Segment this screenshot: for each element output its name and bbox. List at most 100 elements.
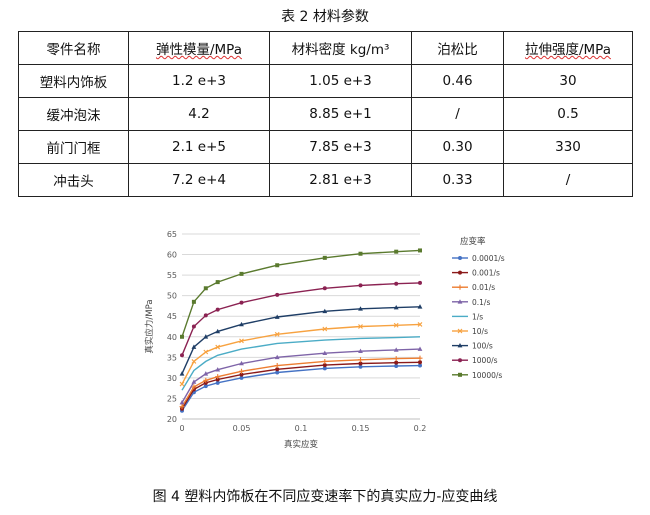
data-point [191,324,196,329]
data-point [358,357,363,363]
data-point [191,384,197,390]
x-tick-label: 0.15 [352,424,370,433]
series-0-1-s [179,346,423,405]
data-point [458,358,462,363]
data-point [417,346,423,351]
data-point [203,384,208,389]
data-point [274,331,280,337]
series-line [181,306,421,375]
material-parameters-table: 零件名称 弹性模量/MPa 材料密度 kg/m³ 泊松比 拉伸强度/MPa 塑料… [18,31,633,197]
y-tick-label: 50 [167,292,177,301]
data-point [418,248,422,253]
data-point [203,377,209,383]
y-tick-label: 35 [167,353,177,362]
data-point [203,286,208,291]
legend-item: 0.001/s [452,269,500,278]
data-point [458,256,462,260]
data-point [322,308,328,314]
legend-item: 1000/s [452,356,498,365]
x-tick-label: 0 [179,424,184,433]
legend-label: 100/s [472,342,493,351]
data-point [322,366,327,371]
data-point [179,399,185,405]
table-cell: 30 [503,64,633,98]
data-point [179,404,185,410]
data-point [418,360,422,365]
data-point [239,300,244,305]
series-line [181,348,421,403]
table-cell: 4.2 [128,97,270,131]
data-point [215,307,220,312]
data-point [239,360,244,366]
data-point [358,283,363,288]
header-tensile-strength-label: 拉伸强度/MPa [524,42,611,58]
data-point [358,348,363,353]
y-tick-label: 30 [167,374,177,383]
legend-label: 10000/s [472,371,502,380]
data-point [215,377,220,382]
table-caption: 表 2 材料参数 [281,9,369,25]
legend-item: 100/s [452,342,493,351]
data-point [457,284,463,290]
stress-strain-chart: 20 25 30 35 40 45 50 55 60 65 0 0.05 0.1 0.15 0.2 真实应变 真… [130,222,520,457]
data-point [215,280,220,285]
table-row: 缓冲泡沫 4.2 8.85 e+1 / 0.5 [18,97,633,131]
series-line [181,336,421,391]
data-point [215,344,221,350]
data-point [358,251,363,256]
legend-item: 10/s [452,327,488,336]
data-point [215,367,221,372]
data-point [322,326,328,332]
legend-label: 10/s [472,327,488,336]
data-point [457,328,463,334]
y-axis-title: 真实应力/MPa [144,299,155,353]
table-cell: 7.85 e+3 [269,130,412,164]
y-tick-label: 40 [167,333,177,342]
table-row: 前门门框 2.1 e+5 7.85 e+3 0.30 330 [18,130,633,164]
table-cell: / [411,97,504,131]
data-point [203,349,209,355]
header-density: 材料密度 kg/m³ [269,31,412,65]
stress-strain-chart-svg: 20 25 30 35 40 45 50 55 60 65 0 0.05 0.1 0.15 0.2 真实应变 真… [144,230,505,450]
table-cell: / [503,163,633,197]
data-point [275,370,280,375]
series-line [181,364,421,412]
data-point [275,263,280,268]
series-line [181,282,421,356]
data-point [179,381,185,387]
legend-label: 1/s [472,312,483,321]
data-point [191,359,197,364]
data-point [191,299,196,304]
data-point [417,355,423,361]
data-point [180,353,184,358]
data-point [458,270,462,275]
data-point [322,358,328,364]
table-cell: 0.46 [411,64,504,98]
data-point [239,321,244,327]
header-elastic-modulus-label: 弹性模量/MPa [155,42,242,58]
data-point [203,334,209,339]
figure-caption: 图 4 塑料内饰板在不同应变速率下的真实应力-应变曲线 [152,489,498,505]
series-0-001-s [180,360,422,411]
series-line [181,357,421,408]
header-poisson-ratio: 泊松比 [411,31,504,65]
legend-label: 0.0001/s [472,254,505,263]
legend-item: 1/s [452,312,483,321]
x-axis-title: 真实应变 [284,439,319,450]
data-point [179,371,185,376]
data-point [358,324,363,329]
data-point [215,380,220,385]
data-point [393,347,399,352]
table-cell: 0.5 [503,97,633,131]
table-cell: 7.2 e+4 [128,163,270,197]
data-point [239,368,244,374]
x-tick-label: 0.1 [295,424,308,433]
data-point [393,322,399,328]
data-point [239,375,244,380]
data-point [394,249,399,254]
x-tick-label: 0.2 [414,424,427,433]
table-cell: 2.81 e+3 [269,163,412,197]
data-point [394,363,399,368]
table-cell: 8.85 e+1 [269,97,412,131]
data-point [322,286,327,291]
